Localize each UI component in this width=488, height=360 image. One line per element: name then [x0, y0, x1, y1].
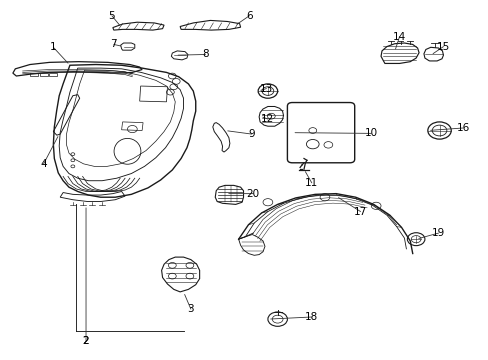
- Text: 13: 13: [259, 84, 272, 94]
- Text: 1: 1: [50, 42, 57, 52]
- Text: 10: 10: [364, 129, 377, 138]
- Text: 7: 7: [110, 40, 117, 49]
- Text: 12: 12: [261, 114, 274, 124]
- Text: 2: 2: [82, 336, 89, 346]
- Text: 2: 2: [82, 336, 89, 346]
- Text: 16: 16: [455, 123, 468, 133]
- Text: 5: 5: [108, 11, 115, 21]
- Text: 17: 17: [353, 207, 366, 217]
- Text: 14: 14: [392, 32, 406, 41]
- Text: 4: 4: [40, 159, 47, 169]
- Text: 20: 20: [246, 189, 259, 199]
- Text: 8: 8: [202, 49, 208, 59]
- Text: 15: 15: [436, 42, 449, 51]
- Text: 19: 19: [431, 228, 444, 238]
- Text: 18: 18: [305, 312, 318, 322]
- Text: 3: 3: [187, 304, 194, 314]
- Text: 11: 11: [305, 178, 318, 188]
- Text: 9: 9: [248, 129, 255, 139]
- Text: 6: 6: [245, 11, 252, 21]
